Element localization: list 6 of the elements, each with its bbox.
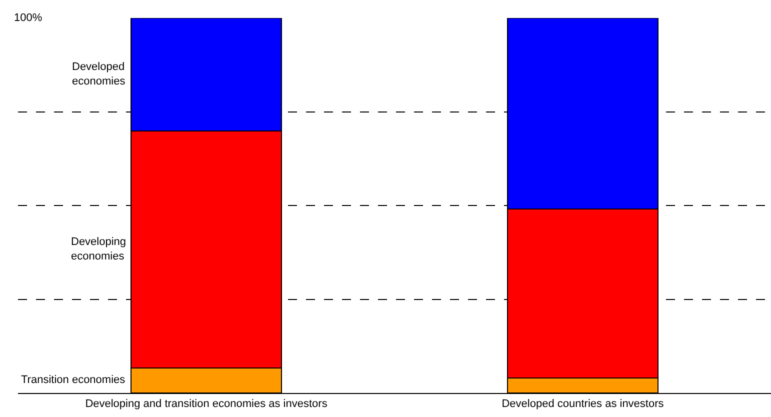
x-tick-label: Developed countries as investors — [502, 398, 664, 410]
series-label: Transition economies — [21, 374, 126, 386]
x-tick-label: Developing and transition economies as investors — [85, 398, 328, 410]
annotation: 100% — [14, 12, 42, 24]
series-label: Developed economies — [72, 61, 126, 88]
series-label: Developing economies — [71, 236, 126, 262]
